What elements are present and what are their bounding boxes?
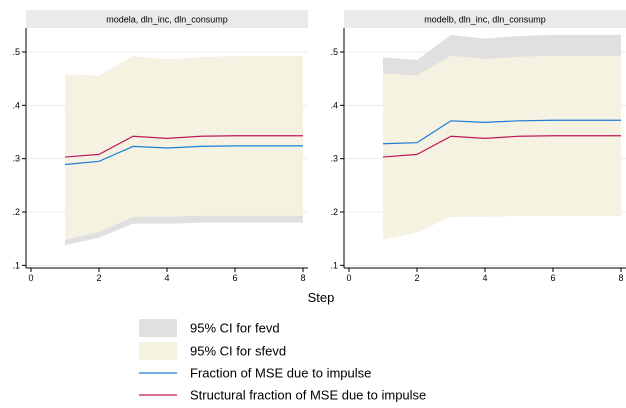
legend-label-fevd_ci: 95% CI for fevd	[190, 321, 280, 336]
y-tick-label: .5	[330, 47, 338, 57]
y-tick-label: .5	[12, 47, 20, 57]
panel-strip	[344, 10, 626, 28]
x-tick-label: 8	[300, 273, 305, 283]
structural-line	[382, 135, 621, 158]
fraction-line	[382, 119, 621, 145]
x-tick-label: 2	[96, 273, 101, 283]
y-tick-label: .1	[330, 260, 338, 270]
x-tick-label: 2	[414, 273, 419, 283]
legend: 95% CI for fevd 95% CI for sfevd Fraction …	[139, 319, 426, 403]
y-tick-label: .2	[12, 207, 20, 217]
x-tick-label: 6	[550, 273, 555, 283]
y-tick-label: .2	[330, 207, 338, 217]
panel-title: modelb, dln_inc, dln_consump	[424, 15, 546, 25]
x-tick-label: 0	[346, 273, 351, 283]
sfevd-ci-band	[383, 55, 621, 240]
x-tick-label: 0	[28, 273, 33, 283]
legend-swatch-fevd_ci	[139, 319, 177, 337]
legend-label-structural: Structural fraction of MSE due to impuls…	[190, 388, 426, 403]
x-tick-label: 4	[164, 273, 169, 283]
sfevd-ci-band	[65, 56, 303, 240]
y-tick-label: .3	[330, 154, 338, 164]
legend-label-fraction: Fraction of MSE due to impulse	[190, 366, 371, 381]
legend-swatch-sfevd_ci	[139, 342, 177, 360]
panel-1: modela, dln_inc, dln_consump .1 .2 .3 .4 .5 0 2…	[12, 10, 308, 283]
x-tick-label: 6	[232, 273, 237, 283]
fraction-line	[64, 145, 303, 166]
x-tick-label: 8	[618, 273, 623, 283]
y-tick-label: .3	[12, 154, 20, 164]
legend-label-sfevd_ci: 95% CI for sfevd	[190, 344, 286, 359]
y-tick-label: .4	[330, 100, 338, 110]
y-tick-label: .4	[12, 100, 20, 110]
structural-line	[64, 135, 303, 158]
x-axis-title: Step	[308, 290, 335, 305]
y-tick-label: .1	[12, 260, 20, 270]
panel-2: modelb, dln_inc, dln_consump .1 .2 .3 .4 .5 0 2…	[330, 10, 626, 283]
panel-title: modela, dln_inc, dln_consump	[106, 15, 228, 25]
x-tick-label: 4	[482, 273, 487, 283]
panel-strip	[26, 10, 308, 28]
